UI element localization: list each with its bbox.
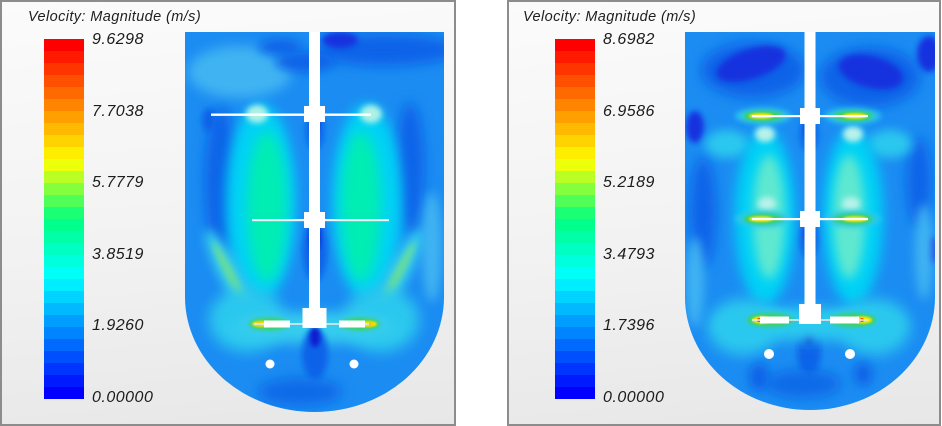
impeller-bottom-blade-left bbox=[264, 320, 290, 328]
tick-label: 3.4793 bbox=[603, 245, 655, 263]
scalar-scene-title: Velocity: Magnitude (m/s) bbox=[28, 9, 202, 25]
impeller-middle-hub bbox=[304, 212, 325, 228]
tick-label-max: 8.6982 bbox=[603, 31, 655, 48]
tick-label: 1.9260 bbox=[92, 317, 144, 335]
tank-contour-scene-left[interactable] bbox=[185, 32, 444, 412]
tick-label: 5.7779 bbox=[92, 174, 144, 192]
sparger-dot-right bbox=[845, 349, 855, 359]
tick-label-max: 9.6298 bbox=[92, 31, 144, 48]
viewport-panel-left: Velocity: Magnitude (m/s) 9.6298 7.7038 … bbox=[0, 0, 456, 426]
tick-label: 6.9586 bbox=[603, 102, 655, 120]
impeller-bottom-hub bbox=[799, 304, 821, 324]
impeller-top-blade-line bbox=[211, 113, 371, 116]
tick-label: 1.7396 bbox=[603, 317, 655, 335]
impeller-bottom-blade-right bbox=[830, 316, 859, 324]
tick-label-min: 0.00000 bbox=[603, 388, 665, 406]
colorbar-tick-labels: 8.6982 6.9586 5.2189 3.4793 1.7396 0.000… bbox=[603, 32, 664, 406]
viewport-panel-right: Velocity: Magnitude (m/s) 8.6982 6.9586 … bbox=[507, 0, 941, 426]
impeller-top-hub bbox=[304, 106, 325, 122]
impeller-top-hub bbox=[800, 108, 820, 124]
colorbar-tick-labels: 9.6298 7.7038 5.7779 3.8519 1.9260 0.000… bbox=[92, 32, 153, 406]
shaft-and-impellers bbox=[211, 32, 389, 369]
impeller-bottom-blade-right bbox=[339, 320, 365, 328]
tank-contour-scene-right[interactable] bbox=[685, 32, 935, 410]
agitator-shaft bbox=[309, 32, 320, 322]
colorbar-gradient bbox=[555, 39, 595, 399]
sparger-dot-right bbox=[349, 359, 359, 369]
tick-label: 5.2189 bbox=[603, 174, 655, 192]
tick-label: 3.8519 bbox=[92, 245, 144, 263]
low-velocity-zones bbox=[686, 36, 935, 327]
sparger-dot-left bbox=[265, 359, 275, 369]
impeller-bottom-blade-left bbox=[760, 316, 789, 324]
dome-flow-streaks bbox=[204, 229, 424, 406]
colorbar-gradient bbox=[44, 39, 84, 399]
agitator-shaft bbox=[804, 32, 816, 318]
scalar-scene-title: Velocity: Magnitude (m/s) bbox=[523, 9, 697, 25]
shaft-and-impellers bbox=[752, 32, 868, 359]
impeller-middle-hub bbox=[800, 211, 820, 227]
tick-label-min: 0.00000 bbox=[92, 388, 154, 406]
upwash-plumes bbox=[226, 104, 402, 300]
impeller-bottom-hub bbox=[302, 308, 327, 328]
sparger-dot-left bbox=[764, 349, 774, 359]
tick-label: 7.7038 bbox=[92, 102, 144, 120]
